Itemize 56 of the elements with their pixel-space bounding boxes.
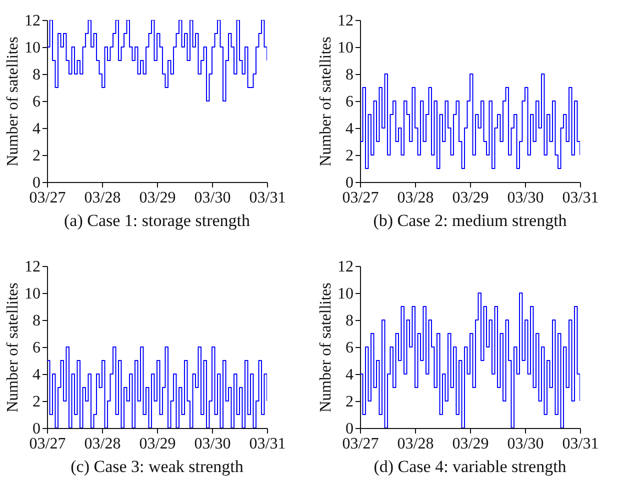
x-tick-label: 03/27: [342, 436, 379, 452]
y-tick-label: 6: [32, 340, 40, 356]
x-tick-label: 03/28: [84, 436, 121, 452]
x-tick-label: 03/31: [249, 436, 286, 452]
x-tick-label: 03/28: [84, 190, 121, 206]
x-tick-label: 03/30: [507, 436, 544, 452]
x-tick-label: 03/28: [397, 190, 434, 206]
x-tick-label: 03/31: [562, 190, 599, 206]
y-tick-label: 2: [32, 148, 40, 164]
text: (a) Case 1: storage strength: [64, 211, 250, 230]
y-tick-label: 0: [346, 174, 354, 192]
y-tick-label: 10: [24, 286, 40, 302]
y-tick-label: 0: [346, 420, 354, 438]
y-axis-title: Number of satellites: [318, 282, 334, 412]
x-tick-label: 03/29: [139, 190, 176, 206]
y-tick-label: 6: [346, 94, 354, 110]
y-axis-title: Number of satellites: [4, 282, 22, 412]
x-tick-label: 03/28: [397, 436, 434, 452]
y-tick-label: 6: [346, 340, 354, 356]
y-tick-label: 2: [32, 394, 40, 410]
y-axis-title: Number of satellites: [318, 36, 334, 166]
y-tick-label: 12: [338, 12, 354, 30]
x-tick-label: 03/30: [194, 436, 231, 452]
y-tick-label: 10: [24, 40, 40, 56]
x-tick-label: 03/29: [452, 190, 489, 206]
y-tick-label: 8: [32, 66, 40, 84]
y-tick-label: 0: [32, 420, 40, 438]
y-tick-label: 8: [32, 312, 40, 330]
y-axis-title: Number of satellites: [4, 36, 22, 166]
text: (b) Case 2: medium strength: [373, 211, 568, 230]
y-tick-label: 12: [24, 12, 40, 30]
x-tick-label: 03/31: [249, 190, 286, 206]
x-tick-label: 03/27: [342, 190, 379, 206]
x-tick-label: 03/30: [194, 190, 231, 206]
x-tick-label: 03/27: [29, 436, 66, 452]
y-tick-label: 6: [32, 94, 40, 110]
y-tick-label: 0: [32, 174, 40, 192]
x-tick-label: 03/30: [507, 190, 544, 206]
y-tick-label: 8: [346, 312, 354, 330]
y-tick-label: 12: [338, 258, 354, 276]
x-tick-label: 03/29: [452, 436, 489, 452]
y-tick-label: 12: [24, 258, 40, 276]
y-tick-label: 10: [338, 286, 354, 302]
y-tick-label: 4: [32, 120, 40, 138]
x-tick-label: 03/29: [139, 436, 176, 452]
y-tick-label: 4: [346, 120, 354, 138]
y-tick-label: 10: [338, 40, 354, 56]
y-tick-label: 4: [346, 366, 354, 384]
text: (c) Case 3: weak strength: [70, 457, 244, 476]
x-tick-label: 03/31: [562, 436, 599, 452]
y-tick-label: 2: [346, 148, 354, 164]
y-tick-label: 4: [32, 366, 40, 384]
y-tick-label: 2: [346, 394, 354, 410]
x-tick-label: 03/27: [29, 190, 66, 206]
text: (d) Case 4: variable strength: [374, 457, 567, 476]
y-tick-label: 8: [346, 66, 354, 84]
